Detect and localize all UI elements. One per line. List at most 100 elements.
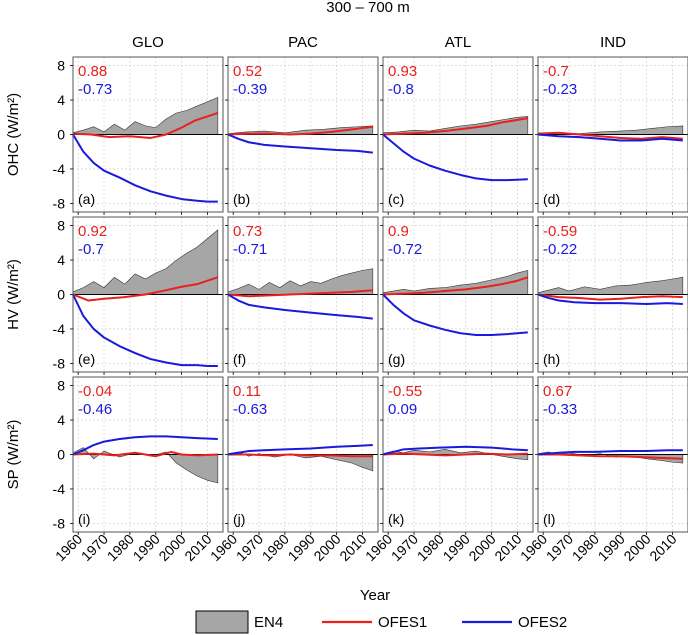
series-ofes1-line — [72, 112, 219, 139]
correlation-ofes2: -0.7 — [78, 241, 104, 258]
correlation-ofes1: 0.11 — [233, 383, 261, 400]
series-ofes2-line — [72, 435, 218, 456]
x-tick-label: 1960 — [52, 531, 85, 564]
legend-label-ofes1: OFES1 — [378, 614, 427, 631]
x-tick-label: 1960 — [207, 531, 240, 564]
legend: EN4 OFES1 OFES2 — [195, 610, 567, 634]
x-tick-label: 2000 — [620, 531, 653, 564]
correlation-ofes1: 0.9 — [388, 223, 409, 240]
panel-letter: (i) — [78, 511, 90, 527]
correlation-ofes2: -0.63 — [233, 401, 267, 418]
correlation-ofes2: -0.8 — [388, 81, 414, 98]
row-label-0: OHC (W/m²) — [5, 93, 22, 176]
correlation-ofes2: -0.33 — [543, 401, 577, 418]
correlation-ofes1: 0.92 — [78, 223, 107, 240]
panel-b: 0.52-0.39 (b) — [225, 56, 379, 215]
panel-e: -8 -4 0 4 8 0.92-0.7 (e) — [53, 216, 224, 375]
series-ofes1-line — [382, 452, 528, 457]
panel-h: -0.59-0.22 (h) — [535, 216, 688, 375]
correlation-ofes1: 0.93 — [388, 63, 417, 80]
series-en4-area — [382, 116, 529, 135]
x-tick-label: 1990 — [285, 531, 318, 564]
correlation-ofes2: -0.72 — [388, 241, 422, 258]
y-tick-label: 8 — [57, 378, 65, 394]
panel-d: -0.7-0.23 (d) — [535, 56, 688, 215]
x-tick-label: 1960 — [517, 531, 550, 564]
x-tick-label: 1990 — [595, 531, 628, 564]
figure-title: 300 – 700 m — [326, 0, 409, 16]
x-tick-label: 1980 — [104, 531, 137, 564]
series-ofes1-line — [537, 131, 683, 140]
panel-c: 0.93-0.8 (c) — [380, 56, 534, 215]
series-ofes1-line — [382, 117, 528, 136]
y-tick-label: -4 — [53, 481, 66, 497]
panel-letter: (k) — [388, 511, 404, 527]
x-tick-label: 2000 — [310, 531, 343, 564]
row-label-2: SP (W/m²) — [5, 420, 22, 490]
correlation-ofes2: -0.73 — [78, 81, 112, 98]
panel-letter: (d) — [543, 191, 560, 207]
legend-swatch-en4 — [195, 610, 249, 634]
series-en4-area — [537, 276, 684, 295]
correlation-ofes1: 0.52 — [233, 63, 262, 80]
correlation-ofes2: -0.22 — [543, 241, 577, 258]
x-tick-label: 2010 — [646, 531, 679, 564]
panel-g: 0.9-0.72 (g) — [380, 216, 534, 375]
series-ofes2-line — [72, 133, 218, 203]
series-ofes2-line — [227, 444, 373, 456]
series-ofes2-line — [537, 293, 683, 305]
column-headers: GLO PAC ATL IND — [132, 34, 626, 51]
x-tick-label: 1980 — [414, 531, 447, 564]
x-tick-label: 2000 — [465, 531, 498, 564]
series-en4-area — [227, 268, 374, 295]
legend-label-ofes2: OFES2 — [518, 614, 567, 631]
row-headers: OHC (W/m²) HV (W/m²) SP (W/m²) — [5, 93, 22, 490]
panel-letter: (a) — [78, 191, 95, 207]
correlation-ofes2: 0.09 — [388, 401, 417, 418]
x-tick-label: 1970 — [543, 531, 576, 564]
y-tick-label: 4 — [57, 252, 65, 268]
series-en4-area — [72, 229, 219, 295]
y-tick-label: -4 — [53, 321, 66, 337]
column-header-pac: PAC — [288, 34, 318, 51]
y-tick-label: 8 — [57, 218, 65, 234]
panel-letter: (e) — [78, 351, 95, 367]
x-tick-label: 1980 — [259, 531, 292, 564]
correlation-ofes2: -0.46 — [78, 401, 112, 418]
correlation-ofes1: 0.73 — [233, 223, 262, 240]
x-axis-label: Year — [360, 587, 390, 604]
panels: -8 -4 0 4 8 0.88-0.73 (a) 0.52-0.39 (b) 0.93-0.8 (… — [52, 56, 688, 564]
correlation-ofes2: -0.71 — [233, 241, 267, 258]
correlation-ofes1: 0.88 — [78, 63, 107, 80]
x-tick-label: 1970 — [78, 531, 111, 564]
series-ofes1-line — [537, 293, 683, 301]
x-tick-label: 1970 — [233, 531, 266, 564]
series-ofes2-line — [72, 294, 218, 367]
series-ofes1-line — [228, 453, 373, 458]
x-tick-label: 2010 — [336, 531, 369, 564]
panel-letter: (b) — [233, 191, 250, 207]
panel-f: 0.73-0.71 (f) — [225, 216, 379, 375]
series-ofes2-line — [382, 445, 528, 456]
correlation-ofes1: -0.7 — [543, 63, 569, 80]
correlation-ofes1: -0.04 — [78, 383, 112, 400]
series-en4-area — [227, 451, 374, 472]
column-header-glo: GLO — [132, 34, 164, 51]
series-en4-area — [72, 97, 219, 135]
row-label-1: HV (W/m²) — [5, 259, 22, 330]
series-ofes1-line — [227, 289, 373, 298]
panel-letter: (h) — [543, 351, 560, 367]
x-tick-label: 1990 — [130, 531, 163, 564]
y-tick-label: 4 — [57, 92, 65, 108]
series-ofes1-line — [382, 276, 529, 296]
x-tick-label: 1980 — [569, 531, 602, 564]
panel-letter: (f) — [233, 351, 246, 367]
series-ofes2-line — [227, 133, 373, 154]
correlation-ofes1: 0.67 — [543, 383, 572, 400]
series-ofes2-line — [382, 133, 528, 182]
